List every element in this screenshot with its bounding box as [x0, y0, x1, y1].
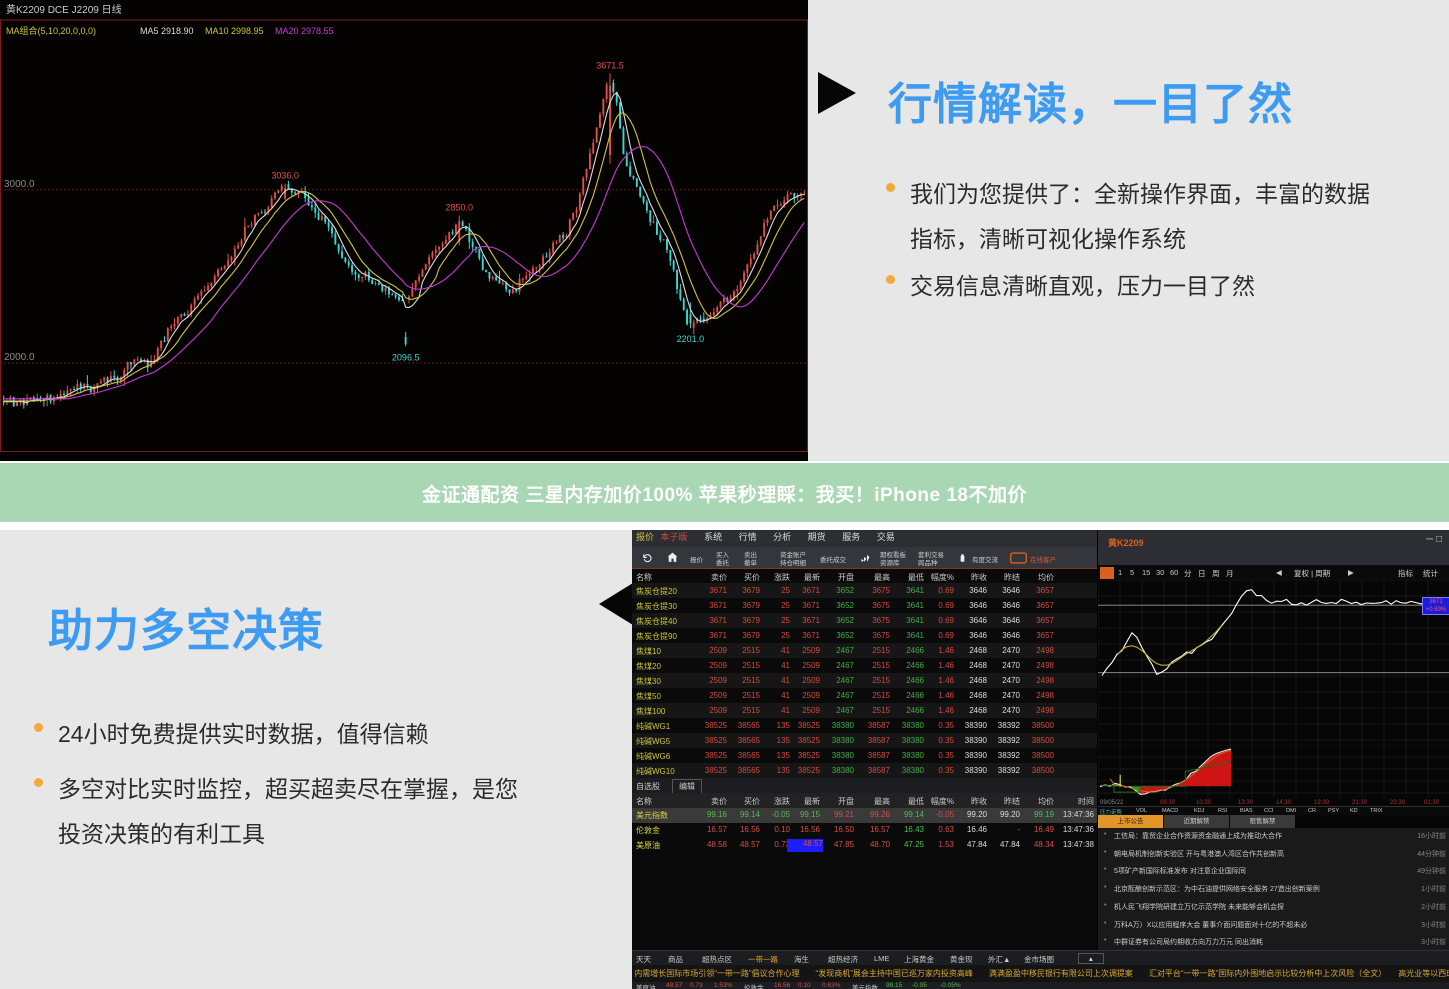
svg-text:MA10 2998.95: MA10 2998.95 — [205, 26, 264, 36]
svg-text:黄K2209 DCE J2209 日线: 黄K2209 DCE J2209 日线 — [6, 3, 122, 16]
svg-text:2096.5: 2096.5 — [392, 352, 420, 362]
svg-text:MA20 2978.55: MA20 2978.55 — [275, 26, 334, 36]
svg-text:3036.0: 3036.0 — [271, 171, 299, 181]
svg-text:MA组合(5,10,20,0,0,0): MA组合(5,10,20,0,0,0) — [6, 25, 96, 36]
svg-text:2000.0: 2000.0 — [4, 352, 35, 363]
svg-text:3671.5: 3671.5 — [596, 60, 624, 70]
svg-text:2201.0: 2201.0 — [677, 334, 705, 344]
svg-text:3000.0: 3000.0 — [4, 179, 35, 190]
svg-text:2850.0: 2850.0 — [446, 203, 474, 213]
svg-text:MA5 2918.90: MA5 2918.90 — [140, 26, 194, 36]
